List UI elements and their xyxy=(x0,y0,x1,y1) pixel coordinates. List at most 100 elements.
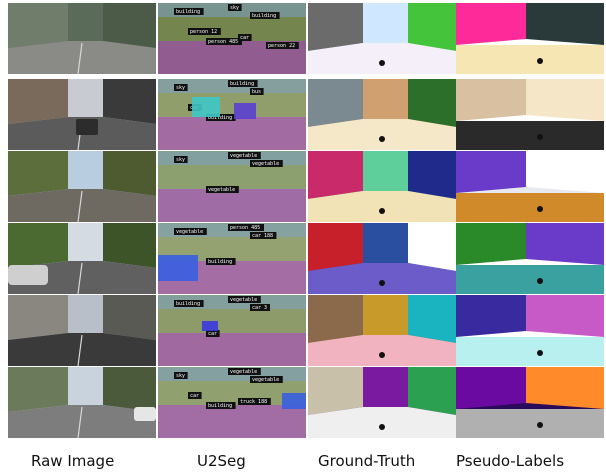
u2-tag-bg xyxy=(206,114,236,121)
gt-image-svg xyxy=(308,79,456,150)
u2-tag-bg xyxy=(228,80,258,87)
raw-image-svg xyxy=(8,367,156,438)
raw-right-side xyxy=(103,223,156,268)
u2-tag-bg xyxy=(228,296,261,303)
pseudo-region-c xyxy=(526,367,604,409)
u2-tag-bg xyxy=(238,34,252,41)
raw-image-svg xyxy=(8,3,156,74)
u2-tag-label: sky xyxy=(176,373,185,379)
u2-tag-label: building xyxy=(208,259,232,265)
u2seg-image-row-4: vegetable person 485 car 188 building xyxy=(158,223,306,294)
raw-image-row-6 xyxy=(8,367,156,438)
gt-image-svg xyxy=(308,3,456,74)
raw-left-side xyxy=(8,367,68,412)
pseudo-image-row-2 xyxy=(456,79,604,150)
u2-tag-bg xyxy=(174,372,188,379)
gt-right-region xyxy=(408,223,456,271)
raw-road xyxy=(8,405,156,438)
raw-image-svg xyxy=(8,223,156,294)
raw-image-row-2 xyxy=(8,79,156,150)
gt-image-row-2 xyxy=(308,79,456,150)
u2-tag-bg xyxy=(228,4,242,11)
u2-tag-label: sky xyxy=(176,157,185,163)
pseudo-region-c xyxy=(526,3,604,45)
raw-image-row-5 xyxy=(8,295,156,366)
pseudo-ego-marker xyxy=(537,58,543,64)
u2-tag-bg xyxy=(250,232,277,239)
raw-right-side xyxy=(103,295,156,340)
u2-tag-bg xyxy=(174,228,207,235)
gt-image-svg xyxy=(308,295,456,366)
u2-road-overlay xyxy=(158,41,306,74)
raw-car xyxy=(134,407,156,421)
u2-tag-label: car xyxy=(240,35,249,41)
raw-lane-mark xyxy=(77,262,83,294)
u2-tag-label: building xyxy=(208,115,232,121)
u2-tag-bg xyxy=(174,300,204,307)
gt-ego-marker xyxy=(379,280,385,286)
u2seg-image-svg: vegetable person 485 car 188 building xyxy=(158,223,306,294)
raw-road xyxy=(8,189,156,222)
gt-image-row-6 xyxy=(308,367,456,438)
gt-right-region xyxy=(408,3,456,51)
raw-right-side xyxy=(103,3,156,48)
gt-left-region xyxy=(308,79,363,127)
u2-tag-bg xyxy=(250,160,283,167)
gt-image-svg xyxy=(308,367,456,438)
pseudo-image-svg xyxy=(456,3,604,74)
gt-road-region xyxy=(308,407,456,438)
gt-left-region xyxy=(308,295,363,343)
raw-car xyxy=(8,265,48,285)
gt-image-row-4 xyxy=(308,223,456,294)
pseudo-region-b xyxy=(456,367,526,409)
u2-car-mask xyxy=(234,103,256,119)
u2-tag-label: car xyxy=(190,393,199,399)
u2-tag-label: building xyxy=(252,13,276,19)
raw-left-side xyxy=(8,151,68,196)
pseudo-region-d xyxy=(456,45,604,74)
raw-right-side xyxy=(103,367,156,412)
u2-car-mask xyxy=(158,255,198,281)
u2seg-image-row-2: skybuildingbusbuildingcar xyxy=(158,79,306,150)
pseudo-region-b xyxy=(456,151,526,193)
raw-left-side xyxy=(8,295,68,340)
u2-tag-bg xyxy=(206,402,236,409)
u2-tag-label: vegetable xyxy=(252,377,279,383)
u2-tag-bg xyxy=(266,42,299,49)
gt-left-region xyxy=(308,367,363,415)
u2-bus-mask xyxy=(192,97,220,117)
raw-image-svg xyxy=(8,79,156,150)
u2-tag-bg xyxy=(228,368,261,375)
pseudo-region-b xyxy=(456,295,526,337)
u2-tag-label: sky xyxy=(176,85,185,91)
raw-road xyxy=(8,333,156,366)
pseudo-region-d xyxy=(456,193,604,222)
u2-road-overlay xyxy=(158,405,306,438)
gt-image-svg xyxy=(308,151,456,222)
gt-road-region xyxy=(308,191,456,222)
u2-tag-label: building xyxy=(208,403,232,409)
gt-left-region xyxy=(308,223,363,271)
pseudo-region-c xyxy=(526,295,604,337)
u2-tag-label: building xyxy=(176,9,200,15)
u2-tag-label: truck 188 xyxy=(240,399,267,405)
col-label-u2seg: U2Seg xyxy=(197,452,246,470)
gt-road-region xyxy=(308,119,456,150)
pseudo-region-d xyxy=(456,337,604,366)
pseudo-region-c xyxy=(526,223,604,265)
gt-road-region xyxy=(308,43,456,74)
pseudo-image-svg xyxy=(456,367,604,438)
u2-tag-label: person 485 xyxy=(230,225,260,231)
col-label-raw: Raw Image xyxy=(31,452,115,470)
col-label-gt: Ground-Truth xyxy=(318,452,416,470)
pseudo-region-d xyxy=(456,409,604,438)
gt-ego-marker xyxy=(379,136,385,142)
gt-left-region xyxy=(308,151,363,199)
u2-tag-label: bus xyxy=(252,89,261,95)
u2-tag-label: building xyxy=(176,301,200,307)
raw-left-side xyxy=(8,79,68,124)
u2-tag-label: sky xyxy=(230,5,239,11)
pseudo-region-d xyxy=(456,121,604,150)
raw-right-side xyxy=(103,79,156,124)
